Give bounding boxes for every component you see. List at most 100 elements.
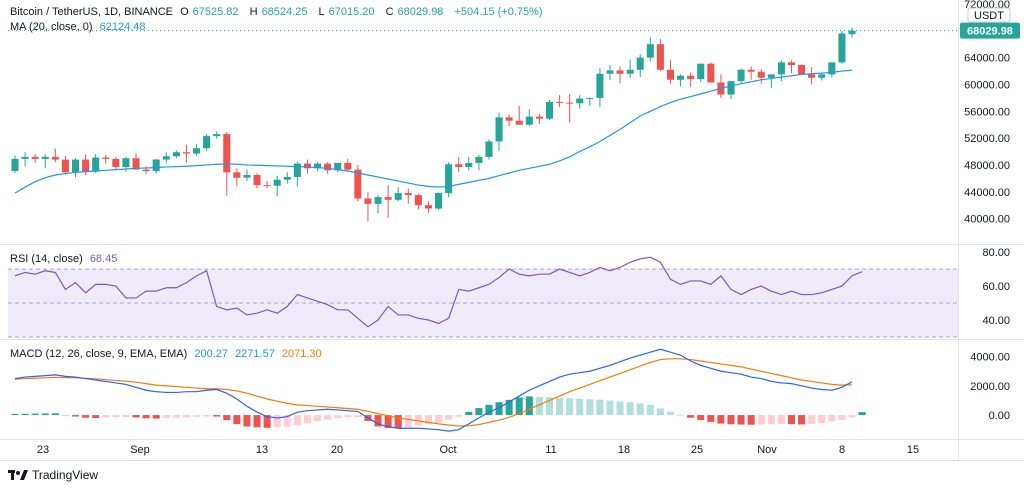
high-value: 68524.25 [261,6,308,18]
candle-up [314,162,322,171]
candle-body [162,156,170,160]
candle-down [253,172,261,189]
macd-histogram-bar [707,415,715,422]
candle-down [515,105,523,125]
candle-down [102,154,110,164]
macd-histogram-bar [273,415,281,428]
candle-body [697,63,705,80]
macd-histogram-bar [374,415,382,427]
macd-histogram-bar [334,415,342,418]
candle-down [424,201,432,214]
macd-histogram-bar [203,415,211,417]
candle-up [41,154,49,169]
candle-up [586,97,594,106]
candle-up [596,67,604,108]
candle-down [354,164,362,202]
macd-histogram-bar [808,415,816,424]
candle-body [566,102,574,104]
macd-signal-value: 2071.30 [281,348,322,360]
candle-down [233,168,241,187]
candle-body [21,156,29,159]
candle-body [677,75,685,80]
candle-body [666,69,675,80]
macd-legend[interactable]: MACD (12, 26, close, 9, EMA, EMA) 200.27… [10,348,326,360]
macd-histogram-bar [787,415,796,425]
ma-legend[interactable]: MA (20, close, 0) 62124.48 [10,21,150,33]
time-axis-tick-label: 8 [839,444,845,456]
candle-body [182,152,190,154]
candle-body [596,73,604,98]
macd-histogram-bar [51,413,59,416]
candle-body [545,101,553,119]
tradingview-brand[interactable]: TradingView [8,468,98,482]
macd-histogram-bar [666,411,675,416]
candle-body [384,197,392,200]
macd-axis-tick-label: 0.00 [989,410,1010,422]
candle-body [324,163,332,171]
candle-body [606,70,614,74]
macd-histogram-bar [424,415,432,425]
macd-histogram-bar [576,398,584,416]
macd-histogram-bar [505,399,513,416]
candle-body [152,159,160,171]
candle-body [808,74,816,78]
macd-histogram-bar [596,399,604,416]
macd-histogram-bar [556,397,564,416]
macd-histogram-bar [828,415,836,422]
macd-histogram-bar [535,396,543,416]
macd-histogram-bar [435,415,443,423]
macd-histogram-bar [515,397,523,416]
macd-histogram-bar [11,413,19,416]
candle-down [384,185,392,218]
candle-up [394,187,402,202]
rsi-axis-tick-label: 80.00 [982,247,1010,259]
candle-down [747,66,755,80]
rsi-axis-tick-label: 40.00 [982,315,1010,327]
last-price-tag-label: 68029.98 [967,26,1013,38]
candle-down [687,72,695,88]
candle-body [132,158,140,170]
macd-histogram-bar [777,415,785,424]
rsi-axis-tick-label: 60.00 [982,281,1010,293]
macd-histogram-bar [757,415,765,425]
candle-down [707,62,715,83]
candle-body [616,70,624,74]
candle-body [757,71,765,78]
ma-label: MA (20, close, 0) [10,21,93,33]
rsi-pane[interactable] [8,256,958,338]
candle-body [11,158,19,171]
candle-up [374,195,382,214]
ohlc-open: O 67525.82 [180,6,242,18]
candle-down [344,158,352,172]
candle-body [172,152,180,157]
candle-body [314,163,322,169]
symbol-title[interactable]: Bitcoin / TetherUS, 1D, BINANCE [10,6,174,18]
high-label: H [249,6,258,18]
macd-histogram-bar [132,415,140,418]
macd-histogram-bar [495,402,503,416]
macd-axis-tick-label: 4000.00 [970,352,1010,364]
candle-body [656,44,664,70]
candle-body [192,148,201,154]
last-price-tag [960,22,1020,39]
macd-histogram-bar [475,408,483,416]
candle-up [283,172,291,184]
candle-up [152,158,160,174]
candle-down [666,60,675,84]
candle-body [777,62,785,75]
candle-body [82,159,90,172]
ohlc-high: H 68524.25 [250,6,312,18]
candle-body [102,157,110,159]
price-pane[interactable] [8,27,958,222]
candle-down [656,38,664,72]
low-value: 67015.20 [328,6,375,18]
candle-up [848,27,856,38]
rsi-legend[interactable]: RSI (14, close) 68.45 [10,253,121,265]
candle-up [495,112,503,151]
candle-body [31,156,39,159]
macd-pane[interactable] [11,348,866,432]
candle-up [626,59,634,78]
candle-body [556,101,564,103]
